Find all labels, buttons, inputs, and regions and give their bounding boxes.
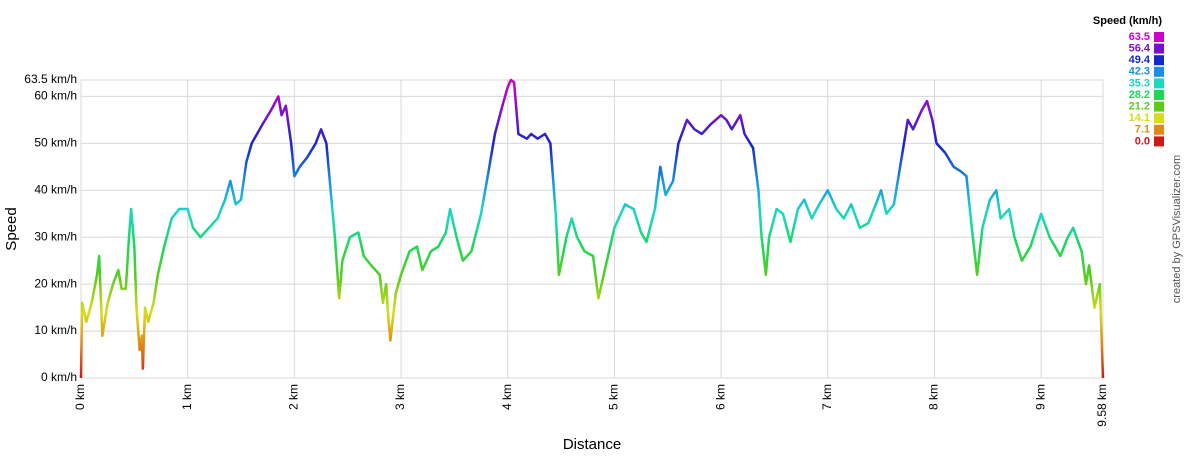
y-tick-label: 40 km/h xyxy=(34,182,77,196)
y-tick-label: 50 km/h xyxy=(34,136,77,150)
speed-line xyxy=(79,78,1105,379)
legend-swatch xyxy=(1154,113,1164,124)
legend-swatch xyxy=(1154,124,1164,135)
x-tick-label: 4 km xyxy=(500,384,514,410)
legend-swatch xyxy=(1154,136,1164,147)
legend-label: 35.3 xyxy=(1129,77,1150,89)
x-tick-label: 5 km xyxy=(607,384,621,410)
legend-swatch xyxy=(1154,78,1164,89)
x-tick-label: 7 km xyxy=(820,384,834,410)
legend-label: 21.2 xyxy=(1129,101,1150,113)
x-tick-label: 9 km xyxy=(1033,384,1047,410)
y-tick-label: 10 km/h xyxy=(34,323,77,337)
legend-swatch xyxy=(1154,32,1164,42)
legend-label: 28.2 xyxy=(1129,89,1150,101)
y-tick-label: 30 km/h xyxy=(34,229,77,243)
legend-label: 42.3 xyxy=(1129,66,1150,78)
credit: created by GPSVisualizer.com xyxy=(1171,155,1183,303)
y-tick-label: 60 km/h xyxy=(34,89,77,103)
legend-label: 49.4 xyxy=(1129,54,1151,66)
x-tick-label: 3 km xyxy=(393,384,407,410)
y-tick-label: 20 km/h xyxy=(34,276,77,290)
legend-swatch xyxy=(1154,43,1164,54)
x-axis-label: Distance xyxy=(563,436,621,453)
legend-label: 0.0 xyxy=(1135,135,1150,147)
legend-label: 56.4 xyxy=(1129,43,1151,55)
x-tick-label: 2 km xyxy=(287,384,301,410)
legend-label: 14.1 xyxy=(1129,112,1150,124)
y-tick-label: 63.5 km/h xyxy=(24,72,77,86)
x-tick-label: 1 km xyxy=(180,384,194,410)
legend-swatch xyxy=(1154,55,1164,66)
y-tick-label: 0 km/h xyxy=(41,370,77,384)
legend-label: 63.5 xyxy=(1129,31,1150,43)
x-tick-label: 8 km xyxy=(927,384,941,410)
x-tick-label: 9.58 km xyxy=(1095,384,1109,427)
x-tick-label: 0 km xyxy=(73,384,87,410)
y-axis-label: Speed xyxy=(3,207,20,250)
legend-swatch xyxy=(1154,101,1164,112)
legend-swatch xyxy=(1154,90,1164,100)
legend-swatch xyxy=(1154,66,1164,77)
legend-title: Speed (km/h) xyxy=(1093,15,1162,27)
legend-label: 7.1 xyxy=(1135,124,1150,136)
x-tick-label: 6 km xyxy=(713,384,727,410)
